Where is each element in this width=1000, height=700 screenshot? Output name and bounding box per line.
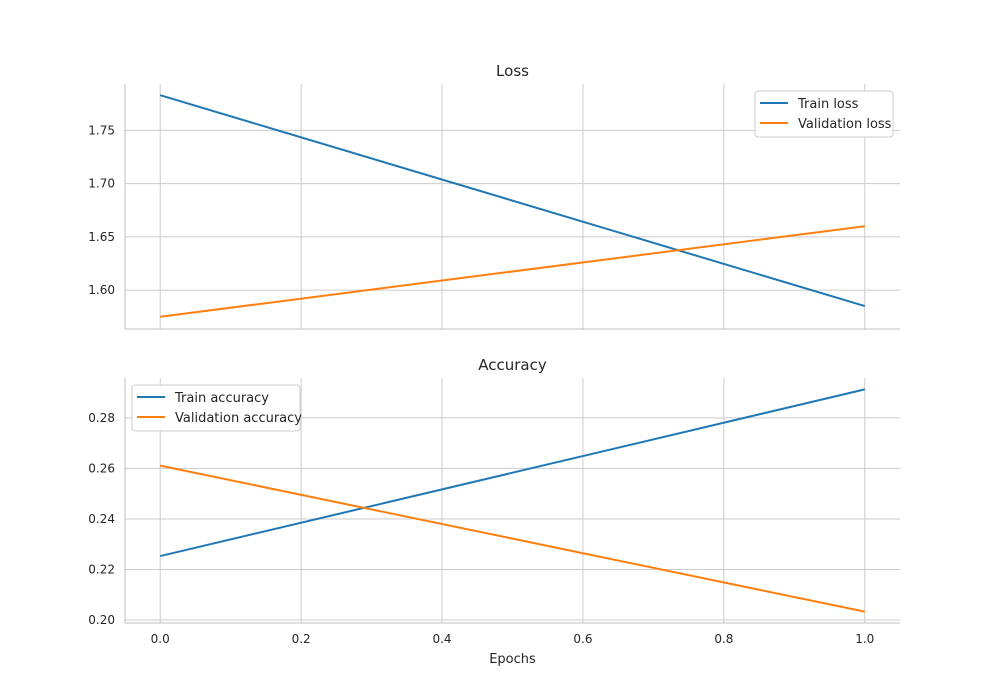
series-line-train-loss (159, 94, 866, 308)
legend-label: Validation loss (798, 117, 892, 132)
y-tick-label: 0.20 (88, 613, 115, 627)
y-tick-label: 1.65 (88, 230, 115, 244)
y-tick-label: 0.22 (88, 562, 115, 576)
y-tick-label: 0.26 (88, 461, 115, 475)
x-tick-label: 0.8 (714, 632, 733, 646)
legend: Train loss Validation loss (754, 90, 894, 138)
chart-panel-loss: 1.60 1.65 1.70 1.75 Loss Train loss Validation… (88, 62, 900, 330)
series-line-train-accuracy (159, 388, 866, 558)
legend: Train accuracy Validation accuracy (131, 384, 302, 432)
y-tick-label: 1.70 (88, 177, 115, 191)
x-tick-label: 0.2 (292, 632, 311, 646)
x-tick-label: 1.0 (855, 632, 874, 646)
y-tick-label: 0.24 (88, 512, 115, 526)
y-tick-label: 0.28 (88, 411, 115, 425)
legend-label: Train accuracy (174, 391, 269, 406)
x-tick-label: 0.0 (151, 632, 170, 646)
legend-box (754, 90, 894, 138)
chart-panel-accuracy: 0.20 0.22 0.24 0.26 0.28 0.0 0.2 0.4 0.6 0.8 1.0 Ac… (88, 356, 900, 667)
series-line-validation-accuracy (160, 464, 865, 613)
legend-label: Train loss (797, 97, 859, 112)
x-tick-label: 0.6 (573, 632, 592, 646)
legend-box (131, 384, 301, 432)
x-tick-label: 0.4 (432, 632, 451, 646)
x-axis-label: Epochs (489, 652, 536, 667)
y-tick-label: 1.75 (88, 123, 115, 137)
chart-title: Loss (496, 62, 529, 80)
legend-label: Validation accuracy (175, 411, 302, 426)
chart-title: Accuracy (478, 356, 547, 374)
y-tick-label: 1.60 (88, 283, 115, 297)
series-line-validation-loss (160, 225, 865, 318)
